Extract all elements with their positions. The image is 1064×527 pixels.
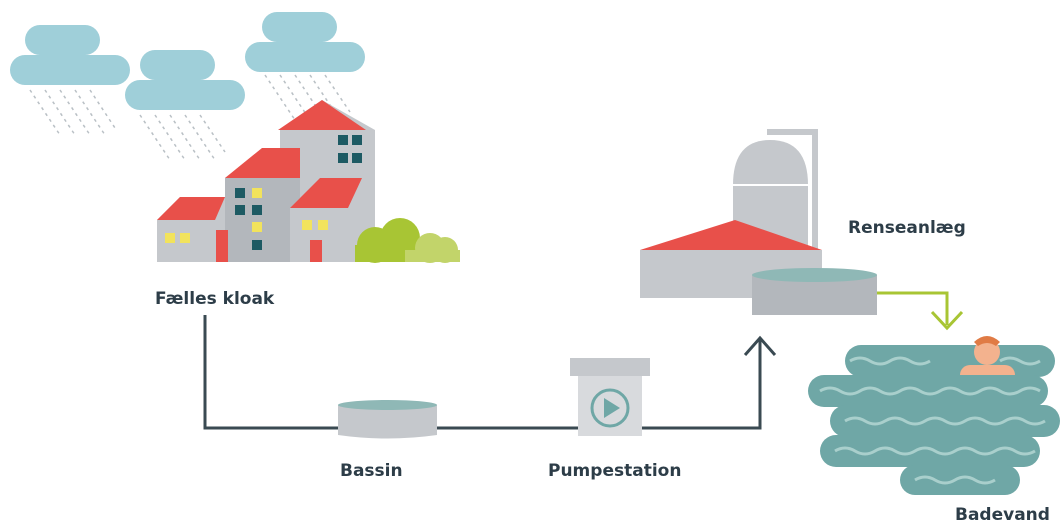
pump-station (570, 358, 650, 436)
pump-label: Pumpestation (548, 461, 681, 481)
treatment-plant (640, 132, 877, 315)
bathing-water (808, 336, 1060, 495)
houses (157, 100, 460, 263)
diagram: Fælles kloak Bassin Pumpestation Rensean… (0, 0, 1064, 527)
bathing-label: Badevand (955, 505, 1050, 525)
outflow-pipe (877, 293, 947, 325)
basin (338, 400, 437, 439)
clouds (10, 12, 365, 110)
plant-label: Renseanlæg (848, 218, 966, 238)
basin-label: Bassin (340, 461, 403, 481)
pipe (205, 315, 760, 428)
sewer-label: Fælles kloak (155, 289, 275, 309)
